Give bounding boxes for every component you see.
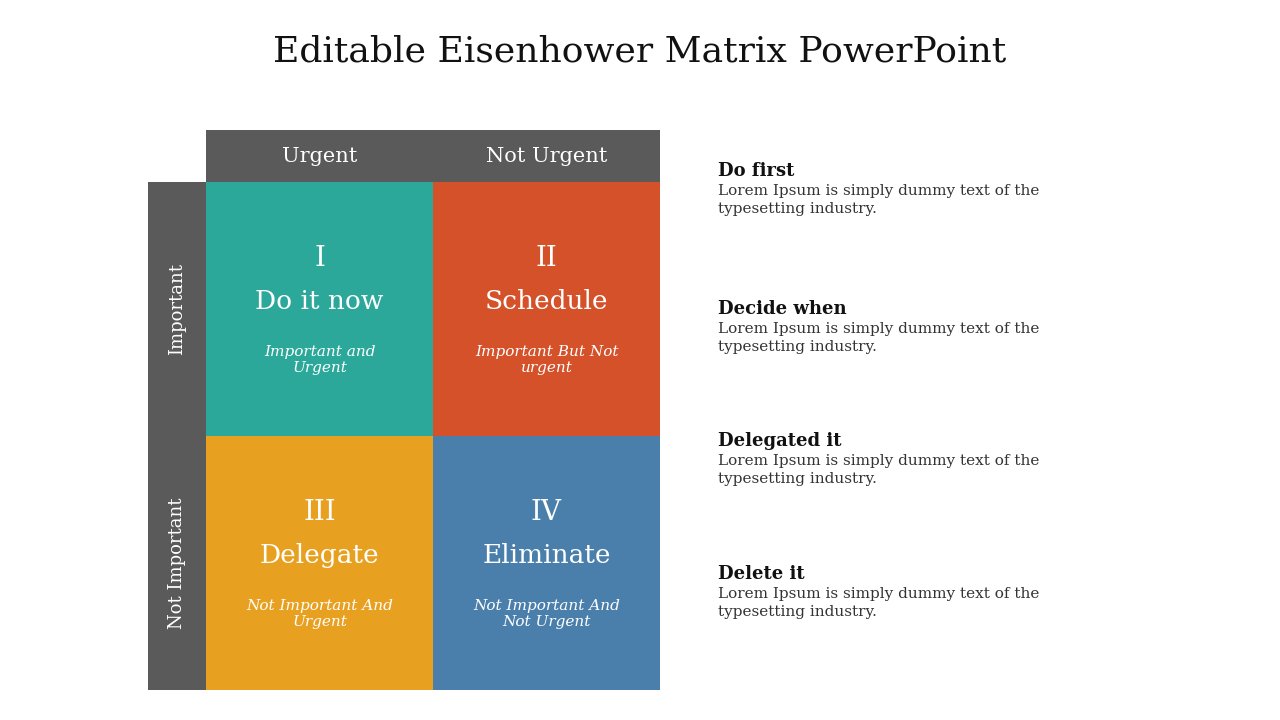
Text: Delete it: Delete it <box>718 565 805 583</box>
Text: Lorem Ipsum is simply dummy text of the
typesetting industry.: Lorem Ipsum is simply dummy text of the … <box>718 587 1039 619</box>
Text: Do it now: Do it now <box>255 289 384 314</box>
Text: Delegated it: Delegated it <box>718 432 841 450</box>
Bar <box>433 436 660 690</box>
Text: Important: Important <box>168 263 186 355</box>
Text: III: III <box>303 499 335 526</box>
Text: II: II <box>535 245 557 271</box>
Text: I: I <box>314 245 325 271</box>
Bar <box>433 182 660 436</box>
Text: Do first: Do first <box>718 162 795 180</box>
Text: Not Important And
Urgent: Not Important And Urgent <box>246 599 393 629</box>
Bar <box>206 130 433 182</box>
Text: Decide when: Decide when <box>718 300 846 318</box>
Text: Editable Eisenhower Matrix PowerPoint: Editable Eisenhower Matrix PowerPoint <box>274 35 1006 69</box>
Text: Not Important And
Not Urgent: Not Important And Not Urgent <box>474 599 620 629</box>
Bar <box>148 436 206 690</box>
Text: Schedule: Schedule <box>485 289 608 314</box>
Text: Delegate: Delegate <box>260 543 379 568</box>
Text: IV: IV <box>531 499 562 526</box>
Bar <box>206 182 433 436</box>
Text: Lorem Ipsum is simply dummy text of the
typesetting industry.: Lorem Ipsum is simply dummy text of the … <box>718 322 1039 354</box>
Text: Urgent: Urgent <box>282 146 357 166</box>
Text: Not Important: Not Important <box>168 498 186 629</box>
Text: Lorem Ipsum is simply dummy text of the
typesetting industry.: Lorem Ipsum is simply dummy text of the … <box>718 454 1039 487</box>
Bar <box>433 130 660 182</box>
Bar <box>148 182 206 436</box>
Bar <box>206 436 433 690</box>
Text: Important But Not
urgent: Important But Not urgent <box>475 345 618 375</box>
Text: Not Urgent: Not Urgent <box>486 146 607 166</box>
Text: Lorem Ipsum is simply dummy text of the
typesetting industry.: Lorem Ipsum is simply dummy text of the … <box>718 184 1039 217</box>
Text: Important and
Urgent: Important and Urgent <box>264 345 375 375</box>
Text: Eliminate: Eliminate <box>483 543 611 568</box>
